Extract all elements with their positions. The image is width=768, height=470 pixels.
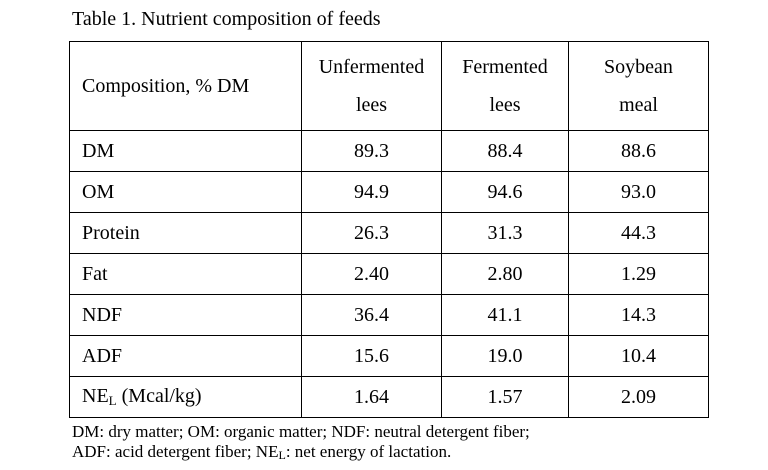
cell-soybean: 93.0	[568, 171, 709, 213]
table-row-fat: Fat 2.40 2.80 1.29	[69, 253, 709, 295]
table-row-dm: DM 89.3 88.4 88.6	[69, 130, 709, 172]
cell-soybean: 10.4	[568, 335, 709, 377]
table-caption: Table 1. Nutrient composition of feeds	[72, 8, 381, 30]
cell-unfermented: 94.9	[301, 171, 442, 213]
row-label: ADF	[69, 335, 302, 377]
cell-soybean: 44.3	[568, 212, 709, 254]
cell-soybean: 2.09	[568, 376, 709, 418]
cell-unfermented: 15.6	[301, 335, 442, 377]
cell-unfermented: 89.3	[301, 130, 442, 172]
row-label: Fat	[69, 253, 302, 295]
header-fermented-lees: Fermented lees	[441, 41, 569, 131]
table-row-nel: NEL (Mcal/kg) 1.64 1.57 2.09	[69, 376, 709, 418]
footnote-line-1: DM: dry matter; OM: organic matter; NDF:…	[72, 422, 530, 441]
cell-fermented: 41.1	[441, 294, 569, 336]
cell-fermented: 1.57	[441, 376, 569, 418]
table-footnote: DM: dry matter; OM: organic matter; NDF:…	[72, 422, 530, 463]
table-row-om: OM 94.9 94.6 93.0	[69, 171, 709, 213]
row-label: NEL (Mcal/kg)	[69, 376, 302, 418]
cell-fermented: 94.6	[441, 171, 569, 213]
table-row-ndf: NDF 36.4 41.1 14.3	[69, 294, 709, 336]
cell-unfermented: 1.64	[301, 376, 442, 418]
cell-soybean: 1.29	[568, 253, 709, 295]
cell-soybean: 88.6	[568, 130, 709, 172]
cell-fermented: 2.80	[441, 253, 569, 295]
row-label: DM	[69, 130, 302, 172]
cell-unfermented: 2.40	[301, 253, 442, 295]
cell-unfermented: 36.4	[301, 294, 442, 336]
footnote-line-2: ADF: acid detergent fiber; NEL: net ener…	[72, 442, 452, 462]
nutrient-table: Composition, % DM Unfermented lees Ferme…	[69, 41, 709, 418]
header-unfermented-lees: Unfermented lees	[301, 41, 442, 131]
cell-fermented: 88.4	[441, 130, 569, 172]
table-row-adf: ADF 15.6 19.0 10.4	[69, 335, 709, 377]
header-composition: Composition, % DM	[69, 41, 302, 131]
cell-fermented: 19.0	[441, 335, 569, 377]
cell-unfermented: 26.3	[301, 212, 442, 254]
row-label: Protein	[69, 212, 302, 254]
header-soybean-meal: Soybean meal	[568, 41, 709, 131]
cell-fermented: 31.3	[441, 212, 569, 254]
row-label: NDF	[69, 294, 302, 336]
cell-soybean: 14.3	[568, 294, 709, 336]
table-row-protein: Protein 26.3 31.3 44.3	[69, 212, 709, 254]
row-label: OM	[69, 171, 302, 213]
table-header-row: Composition, % DM Unfermented lees Ferme…	[69, 41, 709, 131]
